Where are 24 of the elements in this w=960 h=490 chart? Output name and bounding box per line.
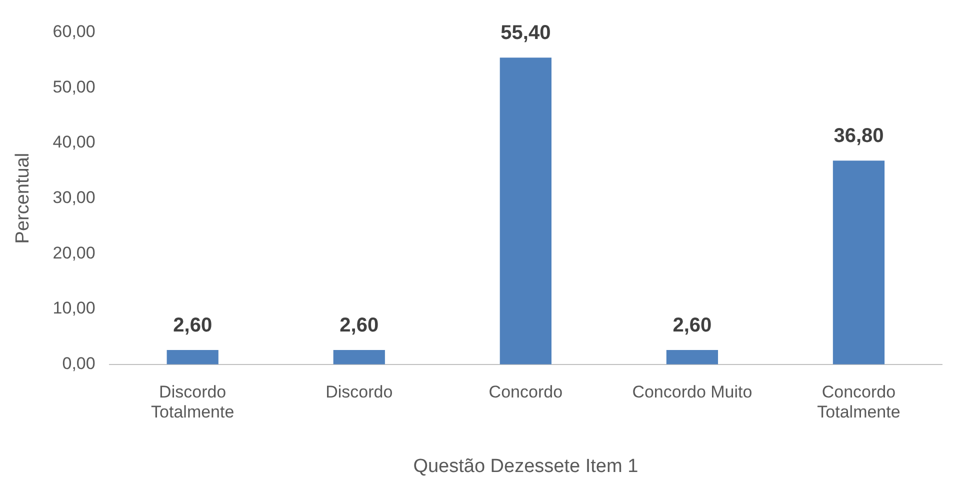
y-tick-label: 60,00 [52, 22, 96, 41]
data-label: 2,60 [173, 314, 212, 337]
y-tick-label: 30,00 [52, 188, 96, 207]
data-label: 2,60 [340, 314, 379, 337]
bar [666, 350, 718, 364]
x-tick-label: Concordo Muito [632, 382, 752, 402]
y-tick-label: 0,00 [62, 354, 96, 374]
y-axis-title: Percentual [12, 152, 34, 244]
bar [166, 350, 218, 364]
bar [500, 58, 552, 364]
y-tick-label: 40,00 [52, 132, 96, 152]
bar [832, 160, 885, 364]
x-axis-title: Questão Dezessete Item 1 [413, 456, 638, 477]
x-tick-label: Discordo Totalmente [151, 382, 234, 422]
x-tick-label: Concordo Totalmente [817, 382, 900, 422]
x-tick-label: Discordo [326, 382, 393, 402]
data-label: 2,60 [672, 314, 712, 337]
data-label: 36,80 [834, 125, 884, 148]
data-label: 55,40 [500, 22, 551, 44]
bar [333, 350, 385, 364]
y-tick-label: 50,00 [52, 77, 96, 96]
y-tick-label: 10,00 [52, 298, 96, 318]
y-tick-label: 20,00 [52, 243, 96, 262]
x-tick-label: Concordo [488, 382, 563, 402]
